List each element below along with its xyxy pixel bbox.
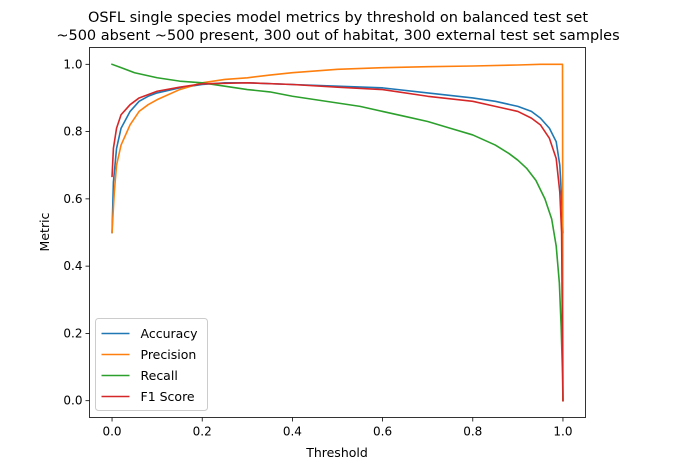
y-tick-label: 0.4: [63, 259, 82, 273]
series-layer: [111, 63, 564, 402]
legend-label-accuracy: Accuracy: [141, 326, 199, 341]
legend-frame: [95, 318, 208, 411]
plot-area: 0.0 0.2 0.4 0.6 0.8 1.0 0.0 0.2 0.4 0.6 0.8 1.0: [63, 47, 586, 439]
legend-label-f1-score: F1 Score: [141, 389, 195, 404]
y-tick-label: 0.8: [63, 125, 82, 139]
series-line-accuracy: [111, 82, 564, 234]
x-axis-ticks: 0.0 0.2 0.4 0.6 0.8 1.0: [102, 417, 573, 439]
series-line-precision: [111, 63, 564, 402]
y-tick-label: 0.0: [63, 394, 82, 408]
x-tick-label: 0.4: [283, 425, 302, 439]
legend-label-recall: Recall: [141, 368, 178, 383]
x-tick-label: 0.0: [102, 425, 121, 439]
y-axis-label: Metric: [37, 212, 52, 251]
plot-frame: [89, 47, 586, 418]
x-axis-label: Threshold: [305, 445, 368, 460]
series-line-f1-score: [111, 82, 564, 402]
y-axis-ticks: 0.0 0.2 0.4 0.6 0.8 1.0: [63, 57, 90, 408]
y-tick-label: 1.0: [63, 57, 82, 71]
series-line-recall: [111, 63, 564, 402]
x-tick-label: 0.6: [373, 425, 392, 439]
chart-title-line-1: OSFL single species model metrics by thr…: [88, 10, 588, 26]
legend: Accuracy Precision Recall F1 Score: [95, 318, 208, 411]
y-tick-label: 0.2: [63, 326, 82, 340]
x-tick-label: 0.2: [193, 425, 212, 439]
x-tick-label: 1.0: [553, 425, 572, 439]
legend-label-precision: Precision: [141, 347, 197, 362]
chart-title-line-2: ~500 absent ~500 present, 300 out of hab…: [56, 28, 619, 44]
y-tick-label: 0.6: [63, 192, 82, 206]
x-tick-label: 0.8: [463, 425, 482, 439]
